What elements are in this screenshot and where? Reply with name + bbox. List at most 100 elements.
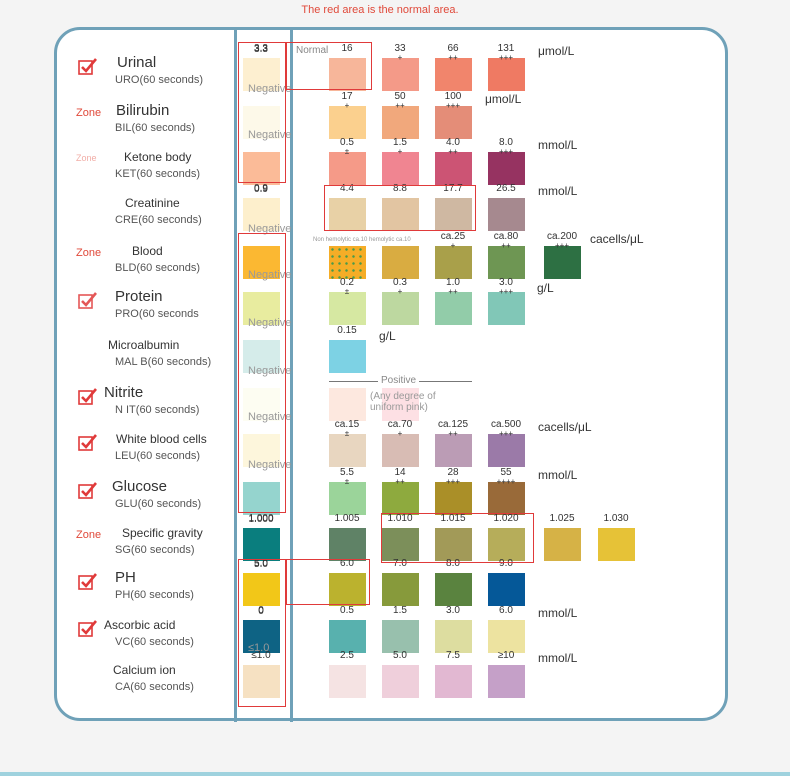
swatch-glu-4 bbox=[488, 482, 525, 515]
unit-malb: g/L bbox=[379, 329, 396, 343]
swatch-bil-3 bbox=[435, 106, 472, 139]
swatch-cre-0 bbox=[243, 198, 280, 231]
swatch-value: 7.0 bbox=[393, 558, 407, 569]
swatch-ca-2 bbox=[382, 665, 419, 698]
unit-uro: μmol/L bbox=[538, 44, 575, 58]
swatch-symbol: +++ bbox=[498, 429, 513, 438]
swatch-symbol: ++ bbox=[448, 147, 458, 156]
checkbox-icon bbox=[78, 434, 98, 452]
column-divider-right bbox=[290, 28, 293, 722]
swatch-value: 1.5 bbox=[393, 137, 407, 148]
swatch-label-pro-4: 3.0 +++ bbox=[481, 277, 531, 296]
swatch-ph-4 bbox=[488, 573, 525, 606]
swatch-leu-0 bbox=[243, 434, 280, 467]
unit-leu: cacells/μL bbox=[538, 420, 592, 434]
test-code-ket: KET(60 seconds) bbox=[115, 168, 200, 180]
column-divider-left bbox=[234, 28, 237, 722]
swatch-label-vc-4: 6.0 bbox=[481, 605, 531, 616]
swatch-value: 3.0 bbox=[499, 277, 513, 288]
test-name-malb: Microalbumin bbox=[108, 338, 180, 352]
checkbox-icon bbox=[78, 292, 98, 310]
normal-value-glu: Negative bbox=[248, 459, 292, 471]
blood-note: Non hemolytic ca.10 hemolytic ca.10 bbox=[313, 237, 411, 243]
swatch-symbol: +++ bbox=[554, 241, 569, 250]
swatch-sg-0 bbox=[243, 528, 280, 561]
swatch-symbol: +++ bbox=[445, 101, 460, 110]
swatch-value: 6.0 bbox=[499, 605, 513, 616]
swatch-bil-2 bbox=[382, 106, 419, 139]
swatch-value: 131 bbox=[497, 43, 515, 54]
swatch-label-sg-3: 1.015 bbox=[428, 513, 478, 524]
swatch-symbol: ++ bbox=[448, 53, 458, 62]
swatch-value: 50 bbox=[394, 91, 406, 102]
swatch-value: 0.9 bbox=[254, 183, 268, 194]
swatch-label-malb-1: 0.15 bbox=[322, 325, 372, 336]
swatch-symbol: ++ bbox=[448, 287, 458, 296]
swatch-leu-3 bbox=[435, 434, 472, 467]
swatch-label-sg-4: 1.020 bbox=[481, 513, 531, 524]
swatch-ca-0 bbox=[243, 665, 280, 698]
swatch-value: 5.5 bbox=[340, 467, 354, 478]
swatch-value: 0.15 bbox=[337, 325, 357, 336]
zone-icon: Zone bbox=[76, 529, 102, 541]
normal-column-label: Normal bbox=[296, 45, 329, 56]
swatch-value: 17 bbox=[341, 91, 353, 102]
test-code-pro: PRO(60 seconds bbox=[115, 308, 199, 320]
swatch-label-uro-3: 66 ++ bbox=[428, 43, 478, 62]
normal-area-caption: The red area is the normal area. bbox=[301, 4, 459, 16]
swatch-value: 0.2 bbox=[340, 277, 354, 288]
swatch-label-cre-1: 4.4 bbox=[322, 183, 372, 194]
swatch-ph-3 bbox=[435, 573, 472, 606]
swatch-uro-1 bbox=[329, 58, 366, 91]
swatch-label-uro-0: 3.3 bbox=[236, 43, 286, 54]
swatch-label-cre-2: 8.8 bbox=[375, 183, 425, 194]
swatch-sg-1 bbox=[329, 528, 366, 561]
swatch-value: 28 bbox=[447, 467, 459, 478]
test-code-leu: LEU(60 seconds) bbox=[115, 450, 200, 462]
swatch-value: 8.0 bbox=[446, 558, 460, 569]
test-name-ph: PH bbox=[115, 569, 136, 586]
swatch-label-ph-4: 9.0 bbox=[481, 558, 531, 569]
swatch-cre-1 bbox=[329, 198, 366, 231]
swatch-glu-0 bbox=[243, 482, 280, 515]
swatch-value: 0.5 bbox=[340, 605, 354, 616]
swatch-label-glu-1: 5.5 ± bbox=[322, 467, 372, 486]
swatch-ket-3 bbox=[435, 152, 472, 185]
swatch-label-ket-3: 4.0 ++ bbox=[428, 137, 478, 156]
swatch-bld-1 bbox=[329, 246, 366, 279]
swatch-value: 7.5 bbox=[446, 650, 460, 661]
normal-value-uro: 3.3 bbox=[254, 44, 268, 55]
swatch-uro-4 bbox=[488, 58, 525, 91]
swatch-label-cre-3: 17.7 bbox=[428, 183, 478, 194]
swatch-value: 3.3 bbox=[254, 43, 268, 54]
swatch-value: 66 bbox=[447, 43, 459, 54]
swatch-value: 1.5 bbox=[393, 605, 407, 616]
swatch-label-ca-0: ≤1.0 bbox=[236, 650, 286, 661]
swatch-vc-2 bbox=[382, 620, 419, 653]
swatch-value: 16 bbox=[341, 43, 353, 54]
swatch-sg-3 bbox=[435, 528, 472, 561]
normal-value-bil: Negative bbox=[248, 83, 292, 95]
swatch-label-sg-6: 1.030 bbox=[591, 513, 641, 524]
swatch-value: ca.70 bbox=[387, 419, 413, 430]
normal-value-malb: Negative bbox=[248, 317, 292, 329]
normal-value-cre: 0.9 bbox=[254, 184, 268, 195]
swatch-bil-1 bbox=[329, 106, 366, 139]
swatch-value: 9.0 bbox=[499, 558, 513, 569]
test-name-ca: Calcium ion bbox=[113, 663, 176, 677]
swatch-symbol: +++ bbox=[498, 53, 513, 62]
test-code-malb: MAL B(60 seconds) bbox=[115, 356, 212, 368]
swatch-sg-5 bbox=[544, 528, 581, 561]
swatch-leu-4 bbox=[488, 434, 525, 467]
swatch-value: ca.25 bbox=[440, 231, 466, 242]
unit-ca: mmol/L bbox=[538, 651, 578, 665]
swatch-label-bil-2: 50 ++ bbox=[375, 91, 425, 110]
swatch-label-sg-2: 1.010 bbox=[375, 513, 425, 524]
swatch-label-ket-2: 1.5 + bbox=[375, 137, 425, 156]
normal-value-pro: Negative bbox=[248, 269, 292, 281]
unit-vc: mmol/L bbox=[538, 606, 578, 620]
swatch-value: ca.80 bbox=[493, 231, 519, 242]
swatch-value: 4.0 bbox=[446, 137, 460, 148]
swatch-value: 3.0 bbox=[446, 605, 460, 616]
zone-icon: Zone bbox=[76, 107, 102, 119]
